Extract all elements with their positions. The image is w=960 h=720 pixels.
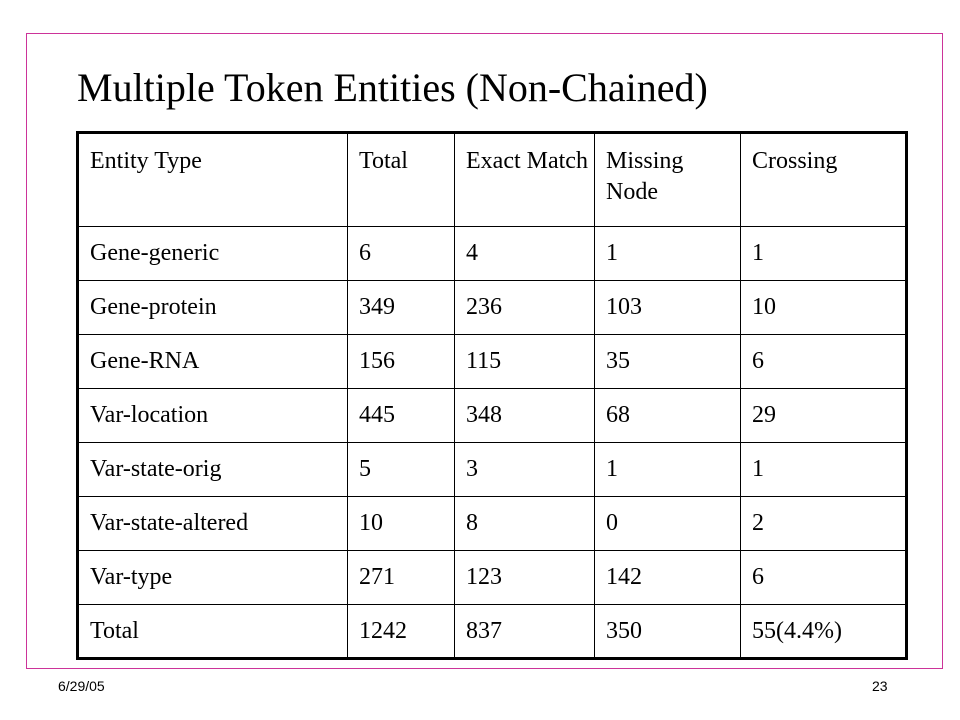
cell-missing-node: 35	[594, 334, 741, 389]
cell-entity-type: Total	[77, 604, 348, 659]
cell-crossing: 10	[740, 280, 907, 335]
cell-entity-type: Gene-protein	[77, 280, 348, 335]
results-table: Entity Type Total Exact Match Missing No…	[76, 131, 908, 660]
table-row: Gene-RNA 156 115 35 6	[77, 334, 907, 389]
cell-missing-node: 350	[594, 604, 741, 659]
cell-exact-match: 115	[454, 334, 595, 389]
cell-missing-node: 1	[594, 442, 741, 497]
footer-date: 6/29/05	[58, 678, 105, 694]
table-row: Var-state-altered 10 8 0 2	[77, 496, 907, 551]
header-total: Total	[347, 132, 455, 227]
cell-missing-node: 68	[594, 388, 741, 443]
cell-exact-match: 8	[454, 496, 595, 551]
cell-total: 1242	[347, 604, 455, 659]
cell-total: 6	[347, 226, 455, 281]
table-row: Var-state-orig 5 3 1 1	[77, 442, 907, 497]
cell-entity-type: Var-state-orig	[77, 442, 348, 497]
cell-exact-match: 837	[454, 604, 595, 659]
table-row: Gene-protein 349 236 103 10	[77, 280, 907, 335]
cell-total: 10	[347, 496, 455, 551]
cell-missing-node: 1	[594, 226, 741, 281]
cell-crossing: 55(4.4%)	[740, 604, 907, 659]
cell-total: 445	[347, 388, 455, 443]
cell-missing-node: 103	[594, 280, 741, 335]
header-entity-type: Entity Type	[77, 132, 348, 227]
cell-total: 349	[347, 280, 455, 335]
header-exact-match: Exact Match	[454, 132, 595, 227]
cell-total: 156	[347, 334, 455, 389]
cell-crossing: 2	[740, 496, 907, 551]
cell-entity-type: Gene-generic	[77, 226, 348, 281]
cell-exact-match: 123	[454, 550, 595, 605]
cell-total: 271	[347, 550, 455, 605]
cell-entity-type: Var-type	[77, 550, 348, 605]
cell-crossing: 6	[740, 550, 907, 605]
cell-entity-type: Gene-RNA	[77, 334, 348, 389]
cell-exact-match: 236	[454, 280, 595, 335]
table-header-row: Entity Type Total Exact Match Missing No…	[77, 132, 907, 227]
header-missing-node: Missing Node	[594, 132, 741, 227]
table-row: Var-location 445 348 68 29	[77, 388, 907, 443]
cell-exact-match: 3	[454, 442, 595, 497]
cell-missing-node: 0	[594, 496, 741, 551]
cell-missing-node: 142	[594, 550, 741, 605]
cell-total: 5	[347, 442, 455, 497]
cell-exact-match: 4	[454, 226, 595, 281]
cell-exact-match: 348	[454, 388, 595, 443]
cell-entity-type: Var-location	[77, 388, 348, 443]
cell-crossing: 29	[740, 388, 907, 443]
table-row-total: Total 1242 837 350 55(4.4%)	[77, 604, 907, 659]
slide-title: Multiple Token Entities (Non-Chained)	[77, 65, 708, 110]
footer-page-number: 23	[872, 678, 888, 694]
cell-entity-type: Var-state-altered	[77, 496, 348, 551]
cell-crossing: 6	[740, 334, 907, 389]
cell-crossing: 1	[740, 226, 907, 281]
table-row: Var-type 271 123 142 6	[77, 550, 907, 605]
slide-frame	[26, 33, 943, 669]
table-row: Gene-generic 6 4 1 1	[77, 226, 907, 281]
header-crossing: Crossing	[740, 132, 907, 227]
cell-crossing: 1	[740, 442, 907, 497]
